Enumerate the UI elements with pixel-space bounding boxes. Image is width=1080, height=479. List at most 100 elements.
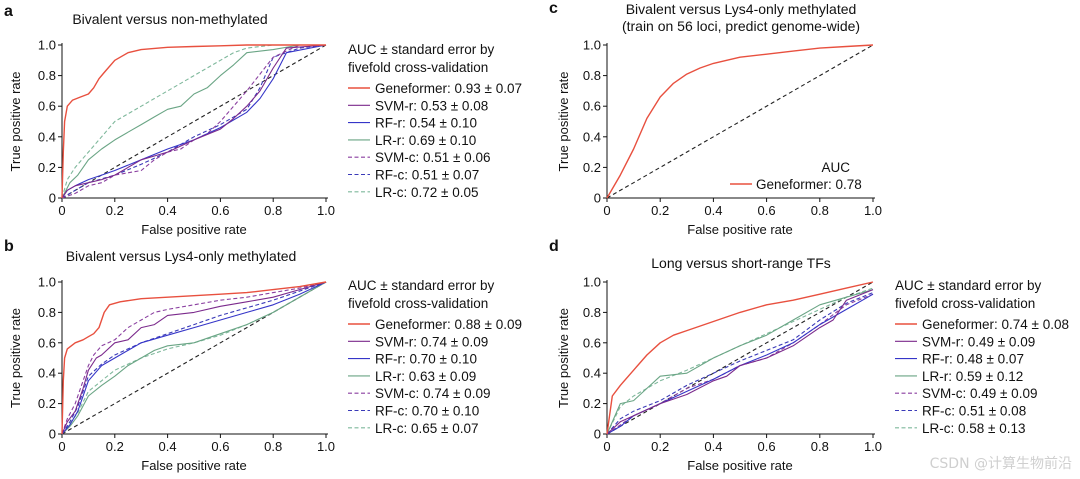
x-tick-label: 0.6: [211, 439, 229, 454]
series-line-rf-c: [61, 44, 327, 199]
series-line-lr-r: [61, 281, 327, 435]
x-tick-label: 1.0: [317, 439, 335, 454]
y-tick-label: 1.0: [38, 38, 56, 53]
x-tick-label: 0.8: [264, 203, 282, 218]
x-tick-label: 0.8: [264, 439, 282, 454]
series-line-svm-r: [61, 281, 327, 435]
legend-label: RF-r: 0.54 ± 0.10: [375, 116, 477, 131]
x-tick-label: 0.6: [758, 203, 776, 218]
series-line-svm-c: [61, 44, 326, 199]
legend-title: AUC ± standard error by: [895, 278, 1041, 293]
y-tick-label: 0.8: [38, 68, 56, 83]
series-line-rf-c: [606, 292, 874, 435]
panel-b: b Bivalent versus Lys4-only methylated 00 0…: [4, 238, 522, 473]
panel-letter: a: [4, 3, 13, 20]
x-tick-label: 0.4: [159, 203, 177, 218]
panel-d: d Long versus short-range TFs 00 0.2 0.2 0.4 0…: [549, 238, 1069, 473]
legend-label: LR-r: 0.69 ± 0.10: [375, 133, 476, 148]
legend-label: SVM-c: 0.74 ± 0.09: [375, 386, 490, 401]
legend-label: LR-c: 0.65 ± 0.07: [375, 421, 478, 436]
x-tick-label: 0.8: [811, 203, 829, 218]
y-tick-label: 0.2: [38, 396, 56, 411]
panel-c: c Bivalent versus Lys4-only methylated(tr…: [549, 0, 882, 237]
legend-label: Geneformer: 0.88 ± 0.09: [375, 317, 522, 332]
y-axis-label: True positive rate: [8, 308, 23, 408]
panel-subtitle: (train on 56 loci, predict genome-wide): [622, 18, 860, 34]
legend-title: fivefold cross-validation: [895, 296, 1035, 311]
legend-label: SVM-r: 0.53 ± 0.08: [375, 98, 488, 113]
x-tick-label: 1.0: [864, 439, 882, 454]
y-tick-label: 0.6: [38, 335, 56, 350]
chance-diagonal-line: [61, 44, 327, 199]
legend-label: RF-c: 0.51 ± 0.08: [922, 404, 1026, 419]
series-line-lr-r: [61, 44, 326, 199]
y-tick-label: 1.0: [38, 275, 56, 290]
legend-label: RF-r: 0.70 ± 0.10: [375, 352, 477, 367]
y-tick-label: 0: [594, 191, 601, 206]
y-tick-label: 1.0: [583, 275, 601, 290]
series-line-rf-r: [61, 281, 327, 435]
x-tick-label: 0.6: [758, 439, 776, 454]
legend-label: RF-r: 0.48 ± 0.07: [922, 352, 1024, 367]
series-line-rf-r: [606, 293, 874, 435]
legend-label: Geneformer: 0.78: [756, 177, 862, 192]
y-tick-label: 0.2: [38, 160, 56, 175]
x-tick-label: 0: [58, 203, 65, 218]
panel-letter: c: [549, 0, 558, 17]
legend-label: SVM-r: 0.49 ± 0.09: [922, 334, 1035, 349]
legend-label: Geneformer: 0.74 ± 0.08: [922, 317, 1069, 332]
y-tick-label: 0.4: [583, 129, 601, 144]
panel-a: a Bivalent versus non-methylated 00 0.2 0.2 0…: [4, 3, 522, 237]
x-axis-label: False positive rate: [687, 458, 793, 473]
y-tick-label: 0: [49, 191, 56, 206]
x-tick-label: 0.2: [106, 203, 124, 218]
x-tick-label: 0.2: [651, 203, 669, 218]
x-axis-label: False positive rate: [141, 458, 247, 473]
legend-label: LR-c: 0.72 ± 0.05: [375, 185, 478, 200]
y-tick-label: 0.8: [38, 305, 56, 320]
x-tick-label: 0.2: [651, 439, 669, 454]
series-line-geneformer: [606, 281, 874, 435]
legend-label: Geneformer: 0.93 ± 0.07: [375, 81, 522, 96]
x-tick-label: 0: [58, 439, 65, 454]
legend-label: SVM-c: 0.49 ± 0.09: [922, 386, 1037, 401]
x-tick-label: 0: [603, 203, 610, 218]
legend-label: RF-c: 0.51 ± 0.07: [375, 168, 479, 183]
panel-title: Bivalent versus Lys4-only methylated: [626, 1, 857, 17]
series-line-lr-r: [606, 289, 874, 435]
x-axis-label: False positive rate: [141, 222, 247, 237]
x-tick-label: 0.6: [211, 203, 229, 218]
panel-letter: d: [549, 238, 559, 255]
legend-title: fivefold cross-validation: [348, 296, 488, 311]
watermark-text: CSDN @计算生物前沿: [929, 456, 1072, 472]
y-tick-label: 0: [594, 427, 601, 442]
series-line-geneformer: [61, 281, 327, 435]
series-line-svm-r: [606, 289, 874, 435]
x-tick-label: 1.0: [864, 203, 882, 218]
legend-label: LR-c: 0.58 ± 0.13: [922, 421, 1025, 436]
y-tick-label: 0.6: [583, 99, 601, 114]
panel-title: Long versus short-range TFs: [651, 255, 831, 271]
x-axis-label: False positive rate: [687, 222, 793, 237]
legend-label: RF-c: 0.70 ± 0.10: [375, 404, 479, 419]
legend-title: fivefold cross-validation: [348, 60, 488, 75]
series-line-geneformer: [61, 44, 326, 199]
series-line-svm-r: [61, 44, 327, 199]
y-tick-label: 0.4: [38, 366, 56, 381]
x-tick-label: 0.4: [704, 439, 722, 454]
y-tick-label: 0.6: [583, 335, 601, 350]
legend-title: AUC: [821, 160, 850, 175]
legend-label: SVM-r: 0.74 ± 0.09: [375, 334, 488, 349]
y-tick-label: 1.0: [583, 38, 601, 53]
chance-diagonal-line: [606, 44, 874, 199]
legend-label: SVM-c: 0.51 ± 0.06: [375, 150, 490, 165]
panel-letter: b: [4, 238, 14, 255]
y-tick-label: 0.2: [583, 160, 601, 175]
y-tick-label: 0.2: [583, 396, 601, 411]
y-tick-label: 0.6: [38, 99, 56, 114]
x-tick-label: 0.2: [106, 439, 124, 454]
series-line-rf-c: [61, 281, 327, 435]
y-tick-label: 0.8: [583, 305, 601, 320]
y-axis-label: True positive rate: [8, 72, 23, 172]
